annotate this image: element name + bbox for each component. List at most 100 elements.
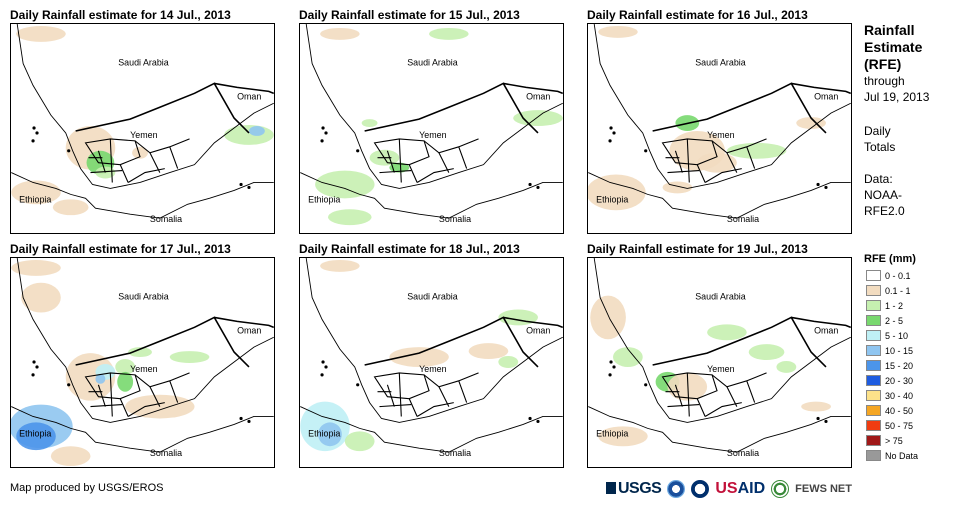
rainfall-area: [11, 259, 61, 276]
side-totals: Totals: [864, 140, 896, 154]
side-through: through: [864, 74, 905, 88]
map-label-ethiopia: Ethiopia: [19, 428, 51, 438]
rainfall-area: [588, 174, 646, 211]
rainfall-area: [115, 359, 136, 375]
side-info: Rainfall Estimate (RFE) through Jul 19, …: [864, 22, 929, 219]
legend-swatch: [866, 300, 881, 311]
legend-item: 5 - 10: [866, 328, 918, 343]
governorate-border: [726, 146, 756, 173]
noaa-seal-icon: [667, 480, 686, 498]
island: [816, 416, 820, 421]
island: [247, 419, 251, 424]
rainfall-area: [50, 446, 91, 467]
map-label-ethiopia: Ethiopia: [596, 194, 628, 204]
rainfall-area: [598, 426, 648, 447]
map-label-ethiopia: Ethiopia: [308, 428, 340, 438]
map-label-saudi: Saudi Arabia: [695, 58, 746, 68]
usgs-logo: USGS: [606, 480, 662, 498]
coastline: [300, 406, 563, 453]
coastline: [588, 406, 851, 453]
map-label-oman: Oman: [237, 91, 261, 101]
island: [35, 131, 39, 135]
legend-item: 40 - 50: [866, 403, 918, 418]
legend-swatch: [866, 450, 881, 461]
rainfall-area: [16, 422, 56, 451]
legend-label: 1 - 2: [885, 300, 904, 311]
map-svg: Saudi Arabia Oman Yemen Ethiopia Somalia: [300, 24, 563, 226]
panel-title-4: Daily Rainfall estimate for 17 Jul., 201…: [10, 242, 231, 256]
island: [247, 185, 251, 190]
governorate-border: [438, 380, 468, 407]
island: [536, 185, 540, 190]
legend-swatch: [866, 360, 881, 371]
island: [239, 416, 243, 421]
legend-swatch: [866, 285, 881, 296]
island: [528, 416, 532, 421]
panel-title-3: Daily Rainfall estimate for 16 Jul., 201…: [587, 8, 808, 22]
rainfall-area: [224, 125, 274, 145]
legend-label: 10 - 15: [885, 345, 914, 356]
island: [608, 139, 612, 143]
governorate-border: [386, 372, 479, 417]
map-panel-2: Saudi Arabia Oman Yemen Ethiopia Somalia: [299, 23, 564, 234]
map-svg: Saudi Arabia Oman Yemen Ethiopia Somalia: [11, 258, 274, 467]
coastline: [11, 172, 274, 219]
rainfall-area: [320, 259, 360, 272]
legend-label: 2 - 5: [885, 315, 904, 326]
rainfall-area: [801, 401, 831, 412]
coastline: [16, 258, 274, 423]
island: [67, 383, 71, 387]
map-label-ethiopia: Ethiopia: [19, 194, 51, 204]
map-label-oman: Oman: [814, 325, 838, 335]
country-border: [652, 82, 827, 134]
legend-item: 20 - 30: [866, 373, 918, 388]
country-border: [791, 82, 851, 95]
fews-net-globe-icon: [771, 480, 790, 498]
rainfall-area: [389, 162, 410, 173]
legend-item: 30 - 40: [866, 388, 918, 403]
rainfall-area: [327, 209, 372, 226]
rainfall-area: [707, 324, 747, 341]
coastline: [305, 258, 563, 423]
side-title-line-1: Rainfall: [864, 22, 915, 38]
governorate-border: [373, 138, 430, 166]
rainfall-area: [468, 343, 509, 360]
island: [35, 365, 39, 369]
map-label-saudi: Saudi Arabia: [118, 58, 169, 68]
rainfall-area: [613, 347, 643, 367]
legend-swatch: [866, 420, 881, 431]
map-label-somalia: Somalia: [439, 214, 471, 224]
map-panel-4: Saudi Arabia Oman Yemen Ethiopia Somalia: [10, 257, 275, 468]
rainfall-area: [748, 344, 785, 361]
side-title-line-3: (RFE): [864, 56, 902, 72]
country-border: [503, 316, 563, 329]
country-border: [214, 82, 274, 95]
country-border: [791, 316, 851, 329]
island: [644, 149, 648, 153]
island: [239, 182, 243, 187]
island: [824, 419, 828, 424]
panel-title-6: Daily Rainfall estimate for 19 Jul., 201…: [587, 242, 808, 256]
legend-swatch: [866, 330, 881, 341]
map-svg: Saudi Arabia Oman Yemen Ethiopia Somalia: [300, 258, 563, 458]
island: [324, 365, 328, 369]
legend-label: 20 - 30: [885, 375, 914, 386]
country-border: [503, 82, 563, 95]
legend-swatch: [866, 390, 881, 401]
legend-title: RFE (mm): [864, 253, 916, 265]
usaid-seal-icon: [691, 480, 710, 498]
panel-title-1: Daily Rainfall estimate for 14 Jul., 201…: [10, 8, 231, 22]
island: [321, 126, 325, 130]
side-source-1: NOAA-: [864, 188, 903, 202]
island: [612, 365, 616, 369]
legend-label: 50 - 75: [885, 420, 914, 431]
map-label-somalia: Somalia: [727, 448, 759, 458]
governorate-border: [726, 380, 756, 407]
map-label-saudi: Saudi Arabia: [407, 58, 458, 68]
governorate-border: [674, 372, 767, 417]
governorate-border: [386, 138, 479, 183]
map-svg: Saudi Arabia Oman Yemen Ethiopia Somalia: [11, 24, 274, 224]
country-border: [214, 316, 274, 329]
governorate-border: [97, 372, 190, 417]
rainfall-area: [498, 356, 519, 368]
